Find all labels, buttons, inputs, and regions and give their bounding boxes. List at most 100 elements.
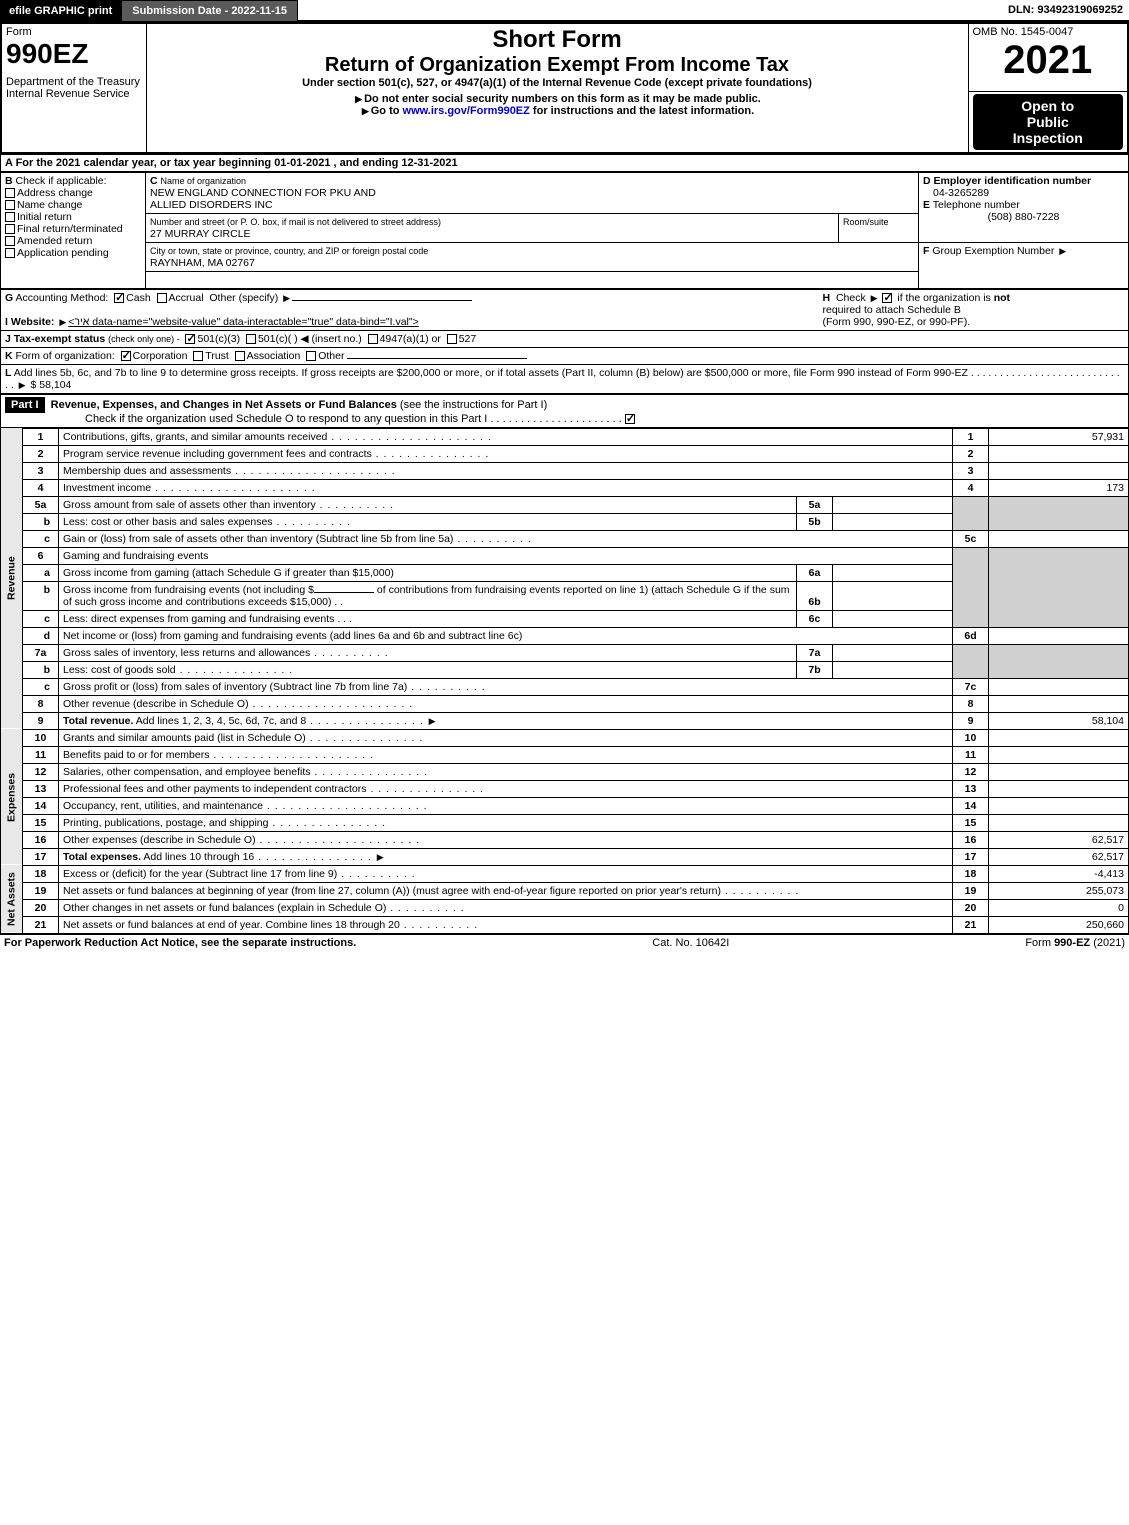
- line-3-text: Membership dues and assessments: [63, 465, 231, 477]
- page-footer: For Paperwork Reduction Act Notice, see …: [0, 934, 1129, 951]
- section-e-label: E: [923, 199, 930, 211]
- line-7c-value: [989, 678, 1129, 695]
- trust-checkbox[interactable]: [193, 351, 203, 361]
- arrow-icon: [427, 715, 438, 727]
- gross-receipts-value: $ 58,104: [31, 379, 72, 391]
- section-a-tax-year: A For the 2021 calendar year, or tax yea…: [0, 154, 1129, 172]
- initial-return-checkbox[interactable]: [5, 212, 15, 222]
- section-i-label: I: [5, 316, 8, 328]
- 501c3-checkbox[interactable]: [185, 334, 195, 344]
- other-org-checkbox[interactable]: [306, 351, 316, 361]
- h-not: not: [994, 292, 1010, 304]
- line-10-no: 10: [23, 729, 59, 746]
- line-7c-text: Gross profit or (loss) from sales of inv…: [63, 681, 407, 693]
- initial-return-label: Initial return: [17, 211, 72, 223]
- other-method-input[interactable]: [292, 300, 472, 301]
- line-15-num: 15: [953, 814, 989, 831]
- return-title: Return of Organization Exempt From Incom…: [151, 54, 964, 77]
- corporation-checkbox[interactable]: [121, 351, 131, 361]
- cash-label: Cash: [126, 292, 151, 304]
- room-suite-label: Room/suite: [843, 217, 889, 227]
- line-13-num: 13: [953, 780, 989, 797]
- line-2-value: [989, 445, 1129, 462]
- h-text4: (Form 990, 990-EZ, or 990-PF).: [823, 316, 971, 328]
- h-text3: required to attach Schedule B: [823, 304, 961, 316]
- association-checkbox[interactable]: [235, 351, 245, 361]
- 527-label: 527: [459, 333, 477, 345]
- line-5b-text: Less: cost or other basis and sales expe…: [63, 516, 273, 528]
- part-i-label: Part I: [5, 397, 45, 413]
- part-i-header-row: Part I Revenue, Expenses, and Changes in…: [0, 394, 1129, 428]
- net-assets-vertical-label: Net Assets: [1, 865, 23, 933]
- arrow-icon: [1057, 245, 1068, 257]
- amended-return-checkbox[interactable]: [5, 236, 15, 246]
- amended-return-label: Amended return: [17, 235, 92, 247]
- line-21-text: Net assets or fund balances at end of ye…: [63, 919, 400, 931]
- h-check-label: Check: [836, 292, 866, 304]
- line-6b-amount-input[interactable]: [314, 592, 374, 593]
- arrow-icon: [375, 851, 386, 863]
- line-2-text: Program service revenue including govern…: [63, 448, 372, 460]
- line-15-no: 15: [23, 814, 59, 831]
- website-label: Website:: [11, 316, 55, 328]
- 527-checkbox[interactable]: [447, 334, 457, 344]
- line-7a-text: Gross sales of inventory, less returns a…: [63, 647, 310, 659]
- form-word: Form: [6, 26, 142, 38]
- line-10-num: 10: [953, 729, 989, 746]
- 501c-checkbox[interactable]: [246, 334, 256, 344]
- accrual-checkbox[interactable]: [157, 293, 167, 303]
- line-5a-text: Gross amount from sale of assets other t…: [63, 499, 316, 511]
- trust-label: Trust: [205, 350, 229, 362]
- submission-date-button[interactable]: Submission Date - 2022-11-15: [121, 0, 298, 22]
- line-8-text: Other revenue (describe in Schedule O): [63, 698, 249, 710]
- dln-label: DLN: 93492319069252: [1002, 0, 1129, 22]
- line-10-value: [989, 729, 1129, 746]
- final-return-checkbox[interactable]: [5, 224, 15, 234]
- irs-link[interactable]: www.irs.gov/Form990EZ: [403, 105, 530, 117]
- short-form-title: Short Form: [151, 26, 964, 54]
- efile-print-button[interactable]: efile GRAPHIC print: [0, 0, 121, 22]
- address-change-checkbox[interactable]: [5, 188, 15, 198]
- line-6d-no: d: [23, 627, 59, 644]
- line-12-text: Salaries, other compensation, and employ…: [63, 766, 310, 778]
- line-6a-box: 6a: [797, 564, 833, 581]
- line-7a-no: 7a: [23, 644, 59, 661]
- line-7b-no: b: [23, 661, 59, 678]
- line-5a-no: 5a: [23, 496, 59, 513]
- 4947-label: 4947(a)(1) or: [380, 333, 441, 345]
- section-b-label: B: [5, 175, 13, 187]
- line-17-num: 17: [953, 848, 989, 865]
- name-change-checkbox[interactable]: [5, 200, 15, 210]
- line-4-text: Investment income: [63, 482, 151, 494]
- org-name-2: ALLIED DISORDERS INC: [150, 199, 273, 211]
- line-9-text2: Add lines 1, 2, 3, 4, 5c, 6d, 7c, and 8: [133, 715, 306, 727]
- line-7b-box: 7b: [797, 661, 833, 678]
- line-8-num: 8: [953, 695, 989, 712]
- 4947-checkbox[interactable]: [368, 334, 378, 344]
- line-19-no: 19: [23, 882, 59, 899]
- ghijkl-table: G Accounting Method: Cash Accrual Other …: [0, 289, 1129, 394]
- application-pending-checkbox[interactable]: [5, 248, 15, 258]
- line-19-value: 255,073: [989, 882, 1129, 899]
- line-18-text: Excess or (deficit) for the year (Subtra…: [63, 868, 337, 880]
- section-j-label: J: [5, 333, 11, 345]
- schedule-b-checkbox[interactable]: [882, 293, 892, 303]
- line-13-no: 13: [23, 780, 59, 797]
- line-2-num: 2: [953, 445, 989, 462]
- line-6b-box: 6b: [797, 581, 833, 610]
- line-3-num: 3: [953, 462, 989, 479]
- line-6-no: 6: [23, 547, 59, 564]
- line-10-text: Grants and similar amounts paid (list in…: [63, 732, 306, 744]
- line-6-text: Gaming and fundraising events: [59, 547, 953, 564]
- line-4-value: 173: [989, 479, 1129, 496]
- footer-right-pre: Form: [1025, 937, 1054, 949]
- other-org-input[interactable]: [347, 358, 527, 359]
- tax-year: 2021: [973, 38, 1124, 83]
- schedule-o-checkbox[interactable]: [625, 414, 635, 424]
- line-9-num: 9: [953, 712, 989, 729]
- footer-right-post: (2021): [1090, 937, 1125, 949]
- line-20-text: Other changes in net assets or fund bala…: [63, 902, 386, 914]
- line-18-no: 18: [23, 865, 59, 882]
- cash-checkbox[interactable]: [114, 293, 124, 303]
- line-4-no: 4: [23, 479, 59, 496]
